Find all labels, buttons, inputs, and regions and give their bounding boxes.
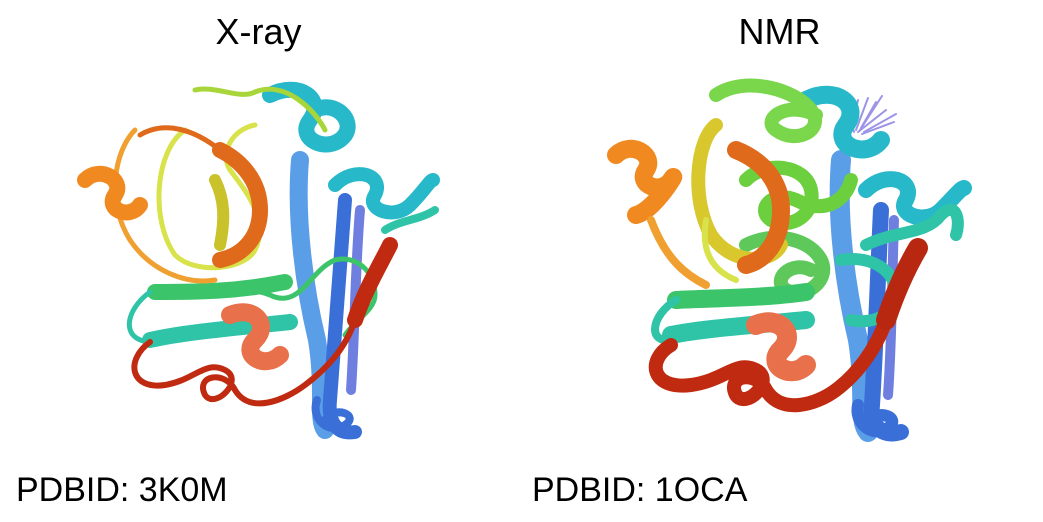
xray-helix-cyan-2 [328, 167, 440, 220]
nmr-helix-cyan [797, 85, 890, 159]
xray-loop-orange-2 [137, 125, 223, 153]
xray-loop-teal [381, 206, 439, 234]
nmr-loop-green-lower [739, 230, 831, 300]
nmr-title: NMR [738, 11, 821, 52]
nmr-helix-cyan-2 [858, 171, 972, 226]
nmr-helix-orange [607, 139, 683, 224]
nmr-loop-blue-bottom [851, 399, 899, 438]
xray-loop-orange [112, 127, 218, 284]
xray-strand-orange [212, 142, 268, 268]
nmr-protein-ensemble [607, 78, 972, 442]
nmr-loop-green-top [709, 78, 823, 144]
nmr-strand-green [667, 283, 815, 309]
nmr-strand-red [876, 238, 928, 330]
nmr-loop-yellow-light [701, 217, 739, 283]
xray-loop-blue-bottom [311, 396, 354, 433]
xray-pdb-id: PDBID: 3K0M [16, 471, 228, 509]
xray-strand-yellow [209, 174, 230, 251]
nmr-loop-orange [647, 216, 710, 289]
nmr-pdb-id: PDBID: 1OCA [532, 471, 748, 509]
xray-strand-green-2 [142, 314, 298, 348]
nmr-strand-orange [727, 141, 790, 274]
xray-protein-structure [77, 81, 440, 440]
xray-loop-teal-left [126, 289, 153, 345]
nmr-helix-salmon [746, 312, 816, 382]
xray-loop-green-top [192, 86, 328, 133]
nmr-loop-red [648, 243, 923, 413]
xray-strand-red [347, 237, 398, 328]
xray-helix-cyan [262, 81, 356, 153]
xray-helix-salmon [221, 303, 289, 371]
nmr-panel: NMR PDBID [521, 0, 1042, 522]
xray-title: X-ray [215, 11, 302, 52]
nmr-loop-teal [860, 203, 964, 251]
nmr-loop-green-mid [739, 160, 858, 231]
xray-strand-green [147, 274, 293, 300]
xray-strand-blue [289, 151, 334, 439]
xray-helix-orange [77, 165, 148, 221]
xray-panel: X-ray PDBID: 3K0M [0, 0, 521, 522]
